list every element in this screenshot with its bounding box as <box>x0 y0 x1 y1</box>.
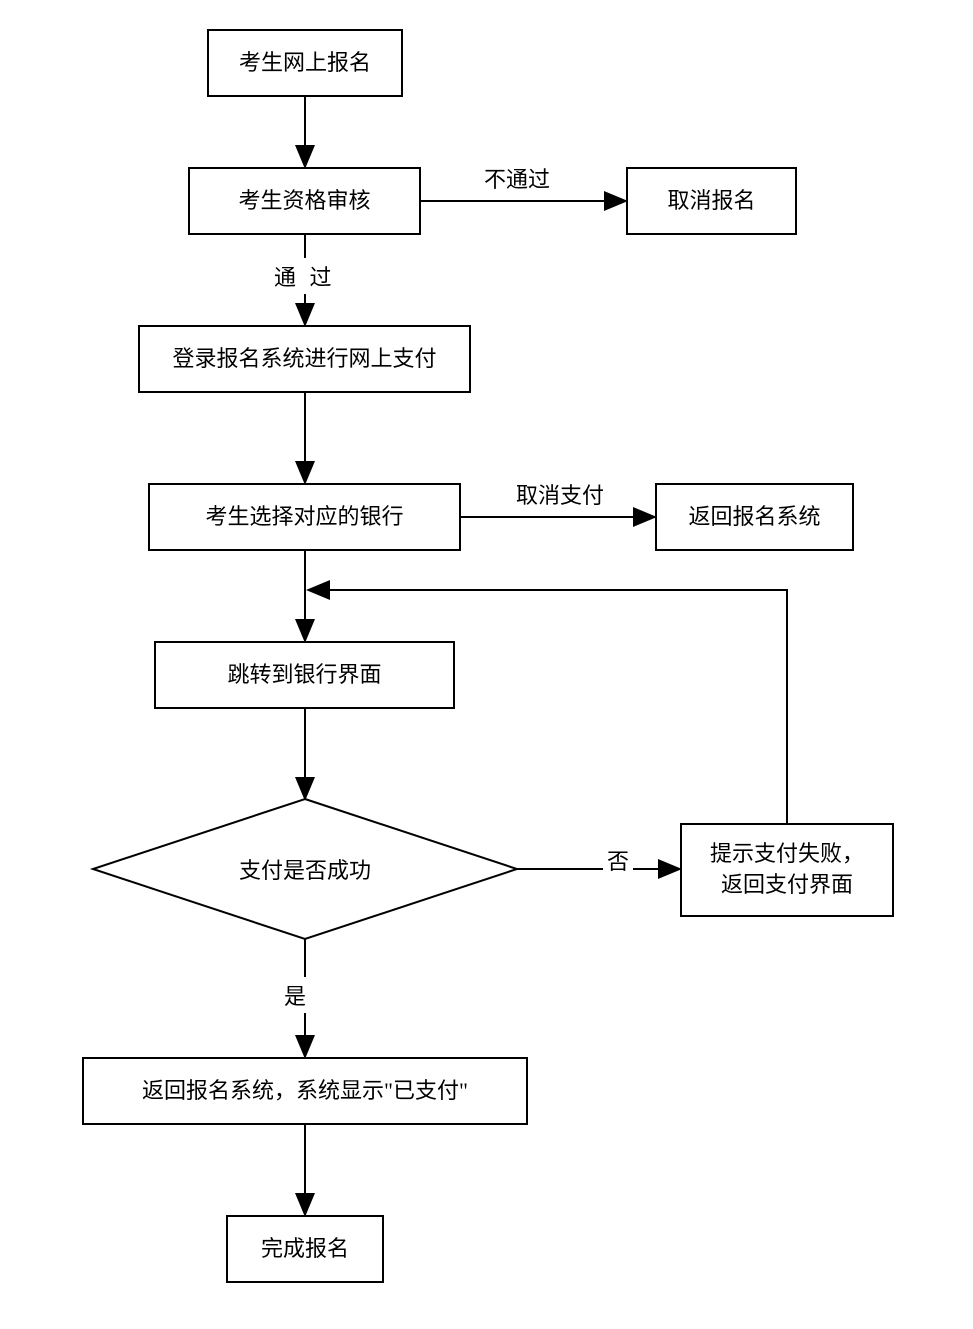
node-select-bank: 考生选择对应的银行 <box>148 483 461 551</box>
node-label: 返回报名系统 <box>688 502 820 533</box>
node-qualification-review: 考生资格审核 <box>188 167 421 235</box>
node-complete-registration: 完成报名 <box>226 1215 384 1283</box>
node-cancel-registration: 取消报名 <box>626 167 797 235</box>
edge-label-pass: 通 过 <box>270 258 340 294</box>
node-payment-success-decision: 支付是否成功 <box>93 799 517 939</box>
node-payment-failed: 提示支付失败， 返回支付界面 <box>680 823 894 917</box>
node-return-system: 返回报名系统 <box>655 483 854 551</box>
node-label: 完成报名 <box>261 1234 349 1265</box>
edge-label-yes: 是 <box>280 977 310 1013</box>
node-bank-interface: 跳转到银行界面 <box>154 641 455 709</box>
flowchart-container: 考生网上报名 考生资格审核 取消报名 登录报名系统进行网上支付 考生选择对应的银… <box>0 0 973 1329</box>
node-online-registration: 考生网上报名 <box>207 29 403 97</box>
edge-label-not-pass: 不通过 <box>480 160 554 196</box>
node-label: 支付是否成功 <box>93 853 517 885</box>
node-label: 考生选择对应的银行 <box>205 502 403 533</box>
flowchart-svg <box>0 0 973 1329</box>
edge-label-cancel-payment: 取消支付 <box>512 476 608 512</box>
node-label: 登录报名系统进行网上支付 <box>172 344 436 375</box>
node-label: 考生网上报名 <box>239 48 371 79</box>
node-paid-status: 返回报名系统，系统显示"已支付" <box>82 1057 528 1125</box>
node-label: 提示支付失败， 返回支付界面 <box>710 839 864 901</box>
edge-label-no: 否 <box>603 842 633 878</box>
node-label: 取消报名 <box>667 186 755 217</box>
node-login-payment: 登录报名系统进行网上支付 <box>138 325 471 393</box>
node-label: 返回报名系统，系统显示"已支付" <box>142 1076 468 1107</box>
node-label: 跳转到银行界面 <box>227 660 381 691</box>
node-label: 考生资格审核 <box>238 186 370 217</box>
